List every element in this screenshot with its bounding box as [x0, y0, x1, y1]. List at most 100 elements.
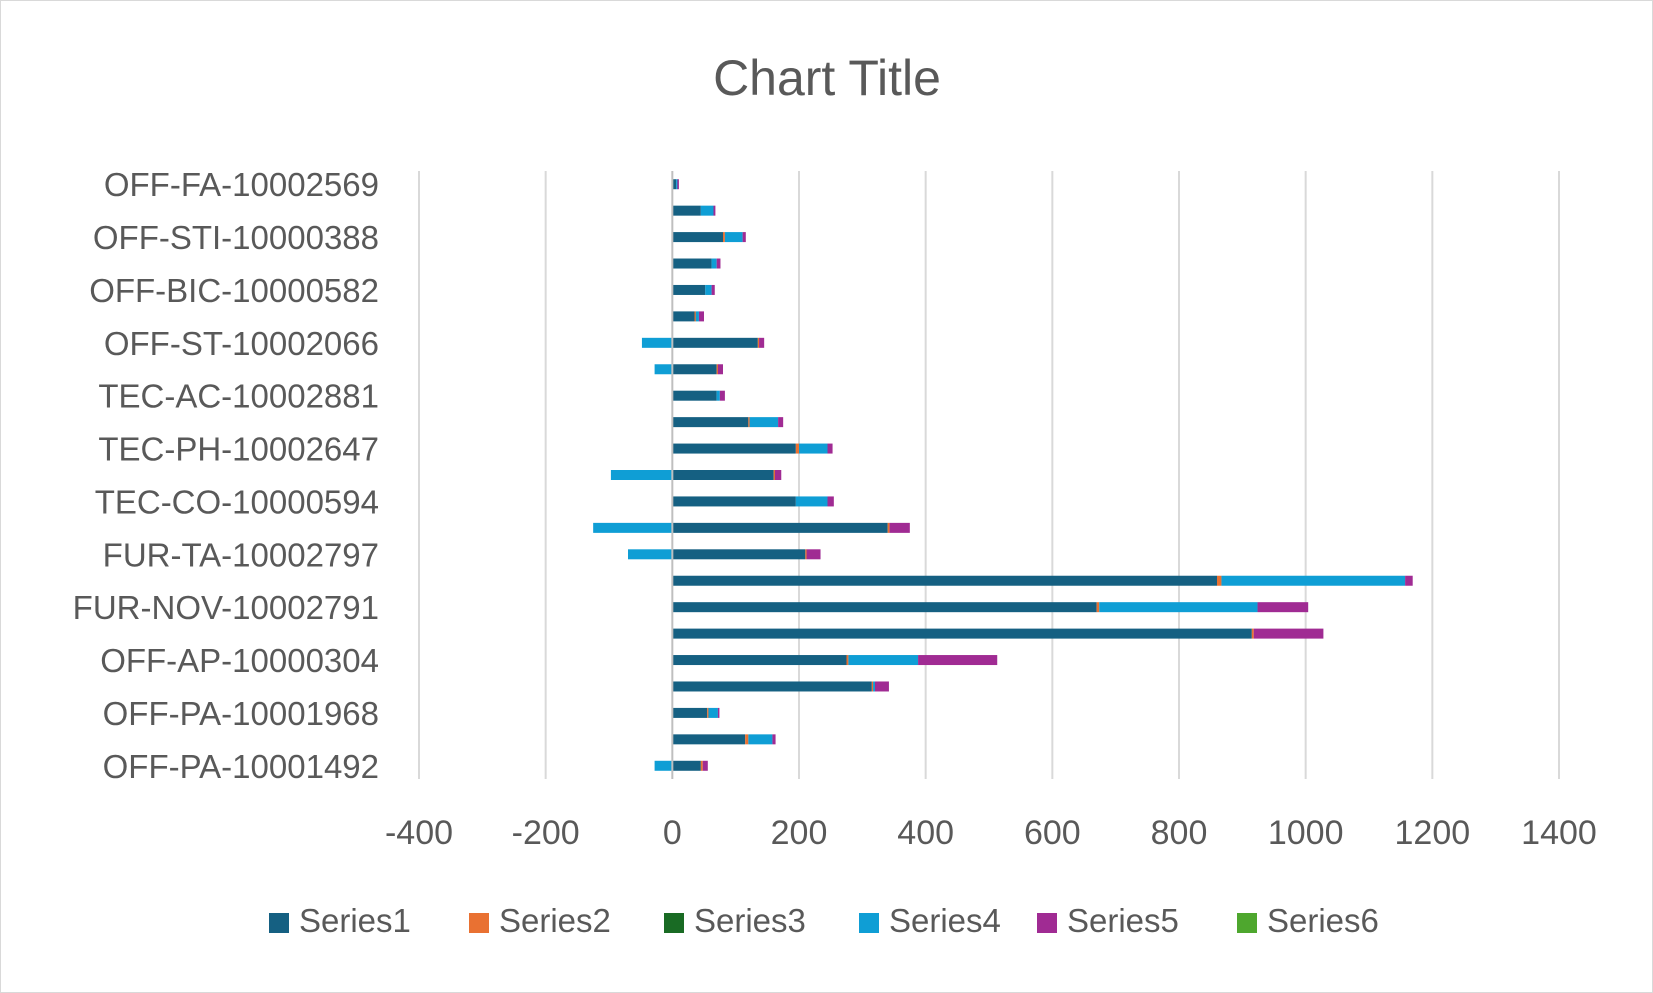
bar-segment-series1 [672, 496, 796, 507]
bar-segment-series4 [708, 707, 718, 718]
legend-label: Series3 [694, 902, 806, 939]
bar-segment-series1 [672, 258, 712, 269]
bar-segment-series4 [700, 205, 714, 216]
bar-segment-series5 [702, 760, 708, 771]
bar-segment-series5 [889, 522, 910, 533]
category-label: TEC-PH-10002647 [98, 431, 379, 468]
bar-segment-series4 [1099, 602, 1258, 613]
x-tick-label: 0 [663, 814, 682, 852]
bar-segment-series4 [695, 311, 699, 322]
bar-segment-series2 [1251, 628, 1254, 639]
legend-swatch [1037, 913, 1057, 933]
category-label: TEC-CO-10000594 [95, 483, 379, 520]
bar-segment-series5 [716, 258, 721, 269]
bar-segment-series4 [1221, 575, 1406, 586]
bar-segment-series4 [676, 179, 678, 190]
bar-segment-series2 [707, 707, 709, 718]
bar-segment-series4 [848, 655, 919, 666]
axes: -400 -200 0 200 400 600 800 1000 1200 1400 OFF-PA-… [73, 166, 1597, 852]
bar-segment-series5 [742, 232, 746, 243]
category-label: OFF-PA-10001968 [103, 695, 379, 732]
bar-segment-series5 [778, 417, 784, 428]
bar-segment-series2 [694, 311, 696, 322]
bar-segment-series5 [717, 364, 723, 375]
bar-segment-series1 [672, 443, 796, 454]
bar-segment-series5 [827, 496, 834, 507]
bar-segment-series1 [672, 364, 717, 375]
bar-segment-series1 [672, 311, 695, 322]
bar-segment-series1 [672, 760, 701, 771]
x-tick-label: 1000 [1268, 814, 1344, 852]
bar-segment-series1 [672, 284, 706, 295]
bar-segment-series4 [628, 549, 673, 560]
bar-segment-series1 [672, 655, 847, 666]
category-label: OFF-AP-10000304 [100, 642, 379, 679]
x-tick-label: 400 [897, 814, 954, 852]
x-tick-label: -200 [512, 814, 580, 852]
legend-label: Series4 [889, 902, 1001, 939]
bar-segment-series1 [672, 390, 717, 401]
bar-segment-series2 [805, 549, 807, 560]
legend-swatch [469, 913, 489, 933]
bar-segment-series1 [672, 337, 758, 348]
bar-segment-series2 [716, 364, 719, 375]
legend-label: Series1 [299, 902, 411, 939]
bar-segment-series5 [875, 681, 889, 692]
category-label: FUR-NOV-10002791 [73, 589, 379, 626]
bar-segment-series1 [672, 734, 746, 745]
bar-segment-series5 [774, 470, 782, 480]
legend-swatch [664, 913, 684, 933]
x-tick-label: -400 [385, 814, 453, 852]
legend-swatch [1237, 913, 1257, 933]
bar-segment-series5 [806, 549, 821, 560]
bar-segment-series2 [745, 734, 749, 745]
x-tick-label: 600 [1024, 814, 1081, 852]
bar-segment-series1 [672, 602, 1097, 613]
bar-segment-series2 [723, 232, 725, 243]
bar-segment-series1 [672, 232, 723, 243]
bar-segment-series4 [716, 390, 720, 401]
bar-segment-series5 [1257, 602, 1309, 613]
bar-segment-series5 [759, 337, 765, 348]
category-label: OFF-FA-10002569 [104, 166, 379, 203]
bar-segment-series1 [672, 179, 677, 190]
x-tick-label: 800 [1151, 814, 1208, 852]
bar-segment-series4 [641, 337, 673, 348]
bar-segment-series1 [672, 681, 872, 692]
category-label: OFF-STI-10000388 [93, 219, 379, 256]
bar-segment-series4 [593, 522, 673, 533]
bar-segment-series2 [795, 443, 799, 454]
bar-segment-series5 [1253, 628, 1324, 639]
legend-swatch [269, 913, 289, 933]
legend-label: Series6 [1267, 902, 1379, 939]
bar-segment-series2 [773, 470, 776, 480]
bar-segment-series4 [654, 760, 673, 771]
bar-segment-series2 [846, 655, 849, 666]
bar-segment-series2 [1096, 602, 1100, 613]
bars [593, 179, 1413, 771]
bar-segment-series4 [873, 681, 875, 692]
bar-segment-series5 [711, 284, 715, 295]
bar-segment-series2 [1217, 575, 1222, 586]
x-tick-label: 200 [771, 814, 828, 852]
bar-segment-series4 [749, 417, 779, 428]
bar-segment-series1 [672, 707, 708, 718]
bar-segment-series4 [724, 232, 743, 243]
bar-segment-series2 [871, 681, 874, 692]
bar-segment-series5 [772, 734, 776, 745]
bar-segment-series4 [748, 734, 773, 745]
category-label: OFF-PA-10001492 [103, 748, 379, 785]
bar-segment-series1 [672, 205, 701, 216]
bar-segment-series5 [719, 390, 725, 401]
chart-title: Chart Title [713, 50, 941, 106]
bar-segment-series1 [672, 417, 749, 428]
bar-segment-series5 [717, 707, 720, 718]
bar-segment-series5 [827, 443, 833, 454]
bar-segment-series1 [672, 549, 806, 560]
category-label: TEC-AC-10002881 [98, 378, 379, 415]
legend: Series1 Series2 Series3 Series4 Series5 Serie… [269, 902, 1379, 939]
x-tick-label: 1200 [1395, 814, 1471, 852]
bar-segment-series4 [795, 496, 828, 507]
